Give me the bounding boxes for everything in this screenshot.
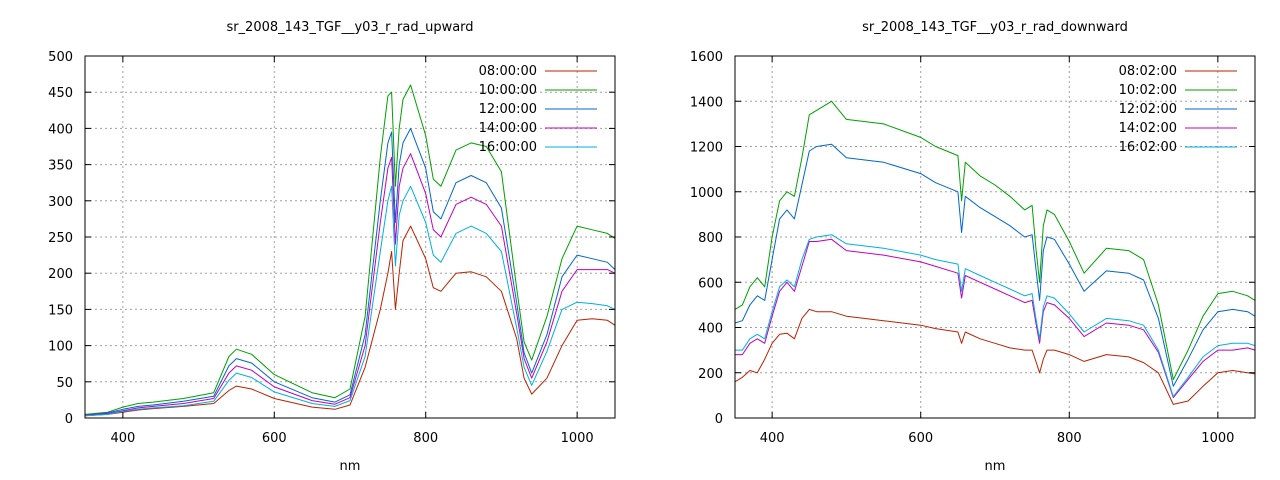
series-line-140000 <box>84 153 616 416</box>
legend-label: 08:02:00 <box>1119 64 1177 79</box>
y-tick-label: 1200 <box>690 141 723 156</box>
y-tick-label: 0 <box>715 412 723 427</box>
y-tick-label: 450 <box>48 86 73 101</box>
series-line-080000 <box>84 225 616 417</box>
x-tick-label: 600 <box>262 431 287 446</box>
y-tick-label: 250 <box>48 231 73 246</box>
x-tick-label: 1000 <box>561 431 594 446</box>
y-tick-label: 1600 <box>690 50 723 65</box>
x-tick-label: 400 <box>110 431 135 446</box>
y-tick-label: 150 <box>48 303 73 318</box>
x-tick-label: 800 <box>1057 431 1082 446</box>
legend-label: 08:00:00 <box>479 64 537 79</box>
x-tick-label: 800 <box>413 431 438 446</box>
chart-title: sr_2008_143_TGF__y03_r_rad_downward <box>862 20 1128 35</box>
series-line-120200 <box>734 143 1256 387</box>
series-line-160000 <box>84 185 616 417</box>
legend-label: 16:00:00 <box>479 140 537 155</box>
y-tick-label: 200 <box>698 367 723 382</box>
y-tick-label: 0 <box>65 412 73 427</box>
y-tick-label: 1000 <box>690 186 723 201</box>
series-line-160200 <box>735 234 1256 397</box>
y-tick-label: 100 <box>48 340 73 355</box>
x-tick-label: 600 <box>908 431 933 446</box>
series-line-080200 <box>734 308 1256 405</box>
chart-title: sr_2008_143_TGF__y03_r_rad_upward <box>226 20 473 35</box>
y-tick-label: 600 <box>698 276 723 291</box>
series-line-140200 <box>735 238 1256 399</box>
x-tick-label: 400 <box>760 431 785 446</box>
downward-radiance-chart: 400 600 800 1000 0 200 400 600 800 1000 1200 1400 16… <box>690 20 1256 474</box>
y-tick-label: 800 <box>698 231 723 246</box>
series-line-100200 <box>734 100 1256 380</box>
legend-label: 16:02:00 <box>1119 140 1177 155</box>
y-tick-label: 500 <box>48 50 73 65</box>
x-axis-label: nm <box>985 459 1006 474</box>
legend-label: 10:02:00 <box>1119 83 1177 98</box>
series-line-100000 <box>84 84 616 415</box>
y-tick-label: 50 <box>56 376 73 391</box>
legend-label: 12:02:00 <box>1119 102 1177 117</box>
legend-label: 14:02:00 <box>1119 121 1177 136</box>
upward-radiance-chart: 400 600 800 1000 0 50 100 150 200 250 300 350 400 450… <box>48 20 616 474</box>
x-tick-label: 1000 <box>1201 431 1234 446</box>
y-tick-label: 400 <box>698 322 723 337</box>
y-tick-label: 200 <box>48 267 73 282</box>
legend-label: 10:00:00 <box>479 83 537 98</box>
series-line-120000 <box>84 127 616 416</box>
y-tick-label: 300 <box>48 195 73 210</box>
y-tick-label: 1400 <box>690 95 723 110</box>
y-tick-label: 400 <box>48 122 73 137</box>
x-axis-label: nm <box>340 459 361 474</box>
legend-label: 14:00:00 <box>479 121 537 136</box>
legend-label: 12:00:00 <box>479 102 537 117</box>
y-tick-label: 350 <box>48 159 73 174</box>
